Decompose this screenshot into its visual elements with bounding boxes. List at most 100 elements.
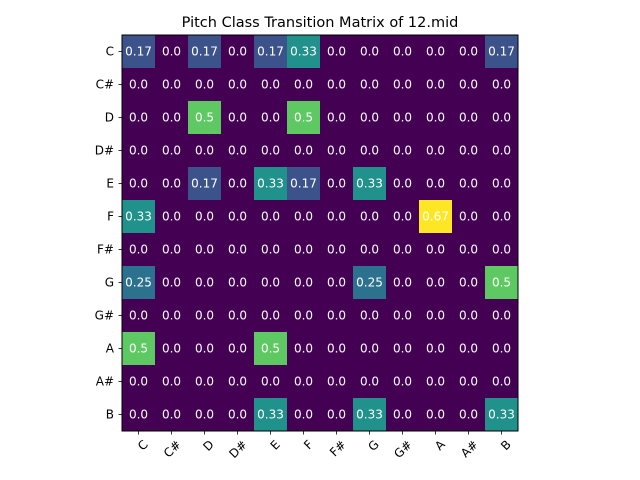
heatmap-cell (122, 200, 156, 234)
cell-value-label: 0.0 (327, 309, 346, 323)
cell-value-label: 0.0 (294, 78, 313, 92)
heatmap-cell (353, 266, 387, 300)
cell-value-label: 0.0 (459, 375, 478, 389)
heatmap-cell (287, 398, 321, 432)
heatmap-cell (221, 35, 255, 69)
cell-value-label: 0.0 (492, 309, 511, 323)
cell-value-label: 0.0 (228, 342, 247, 356)
heatmap-cell (419, 332, 453, 366)
heatmap-cell (155, 299, 189, 333)
heatmap-cell (155, 35, 189, 69)
cell-value-label: 0.0 (228, 144, 247, 158)
cell-value-label: 0.0 (360, 111, 379, 125)
cell-value-label: 0.33 (290, 45, 317, 59)
cell-value-label: 0.25 (125, 276, 152, 290)
heatmap-cell (386, 233, 420, 267)
heatmap-cell (386, 200, 420, 234)
cell-value-label: 0.0 (360, 375, 379, 389)
cell-value-label: 0.0 (129, 144, 148, 158)
heatmap-cell (320, 167, 354, 201)
heatmap-cell (122, 68, 156, 102)
heatmap-cell (386, 134, 420, 168)
heatmap-cell (419, 68, 453, 102)
heatmap-cell (287, 266, 321, 300)
heatmap-cell (353, 167, 387, 201)
heatmap-cell (320, 101, 354, 135)
heatmap-cell (122, 398, 156, 432)
cell-value-label: 0.0 (261, 276, 280, 290)
heatmap-cell (452, 233, 486, 267)
heatmap-cell (419, 35, 453, 69)
cell-value-label: 0.0 (228, 276, 247, 290)
heatmap-cell (485, 299, 519, 333)
y-tick-label: A (106, 342, 115, 356)
heatmap-cell (188, 35, 222, 69)
cell-value-label: 0.0 (228, 210, 247, 224)
cell-value-label: 0.0 (261, 144, 280, 158)
heatmap-cell (122, 299, 156, 333)
cell-value-label: 0.25 (356, 276, 383, 290)
cell-value-label: 0.0 (393, 243, 412, 257)
cell-value-label: 0.0 (393, 144, 412, 158)
heatmap-cell (254, 332, 288, 366)
cell-value-label: 0.67 (422, 210, 449, 224)
cell-value-label: 0.0 (261, 309, 280, 323)
cell-value-label: 0.0 (459, 210, 478, 224)
heatmap-cell (419, 200, 453, 234)
cell-value-label: 0.0 (162, 375, 181, 389)
cell-value-label: 0.5 (261, 342, 280, 356)
cell-value-label: 0.0 (426, 309, 445, 323)
cell-value-label: 0.0 (492, 144, 511, 158)
y-axis: C C# D D# E F F# G G# A A# B (95, 45, 122, 422)
heatmap-cell (485, 101, 519, 135)
cell-value-label: 0.33 (356, 408, 383, 422)
cell-value-label: 0.0 (195, 78, 214, 92)
heatmap-cell (122, 233, 156, 267)
cell-value-label: 0.0 (327, 375, 346, 389)
heatmap-cell (221, 266, 255, 300)
heatmap-cell (254, 167, 288, 201)
cell-value-label: 0.0 (162, 144, 181, 158)
heatmap-cell (221, 332, 255, 366)
cell-value-label: 0.17 (191, 177, 218, 191)
heatmap-cell (155, 398, 189, 432)
heatmap-cell (386, 299, 420, 333)
cell-value-label: 0.0 (327, 243, 346, 257)
cell-value-label: 0.0 (129, 177, 148, 191)
heatmap-cell (386, 398, 420, 432)
cell-value-label: 0.0 (294, 408, 313, 422)
cell-value-label: 0.5 (195, 111, 214, 125)
heatmap-cell (155, 266, 189, 300)
cell-value-label: 0.0 (360, 342, 379, 356)
y-tick-label: G (105, 276, 114, 290)
plot-frame (121, 34, 519, 432)
cell-value-label: 0.0 (492, 243, 511, 257)
y-tick-label: E (106, 177, 114, 191)
heatmap-cell-labels: 0.17 0.0 0.17 0.0 0.17 0.33 0.0 0.0 0.0 0.0 0.0 0.1… (125, 45, 515, 422)
cell-value-label: 0.0 (426, 78, 445, 92)
cell-value-label: 0.0 (162, 408, 181, 422)
cell-value-label: 0.0 (327, 78, 346, 92)
cell-value-label: 0.0 (294, 342, 313, 356)
heatmap-cell (122, 167, 156, 201)
cell-value-label: 0.0 (162, 177, 181, 191)
heatmap-cell (188, 233, 222, 267)
cell-value-label: 0.0 (393, 78, 412, 92)
chart-title: Pitch Class Transition Matrix of 12.mid (182, 15, 459, 31)
cell-value-label: 0.0 (426, 144, 445, 158)
heatmap-cell (221, 167, 255, 201)
heatmap-cell (419, 101, 453, 135)
heatmap-cell (287, 167, 321, 201)
heatmap-cell (452, 266, 486, 300)
cell-value-label: 0.0 (294, 276, 313, 290)
cell-value-label: 0.0 (426, 276, 445, 290)
cell-value-label: 0.0 (228, 408, 247, 422)
heatmap-cell (287, 134, 321, 168)
cell-value-label: 0.0 (393, 276, 412, 290)
cell-value-label: 0.0 (228, 177, 247, 191)
cell-value-label: 0.0 (393, 408, 412, 422)
heatmap-cell (188, 398, 222, 432)
heatmap-cells (122, 35, 519, 432)
heatmap-cell (452, 35, 486, 69)
heatmap-cell (485, 266, 519, 300)
